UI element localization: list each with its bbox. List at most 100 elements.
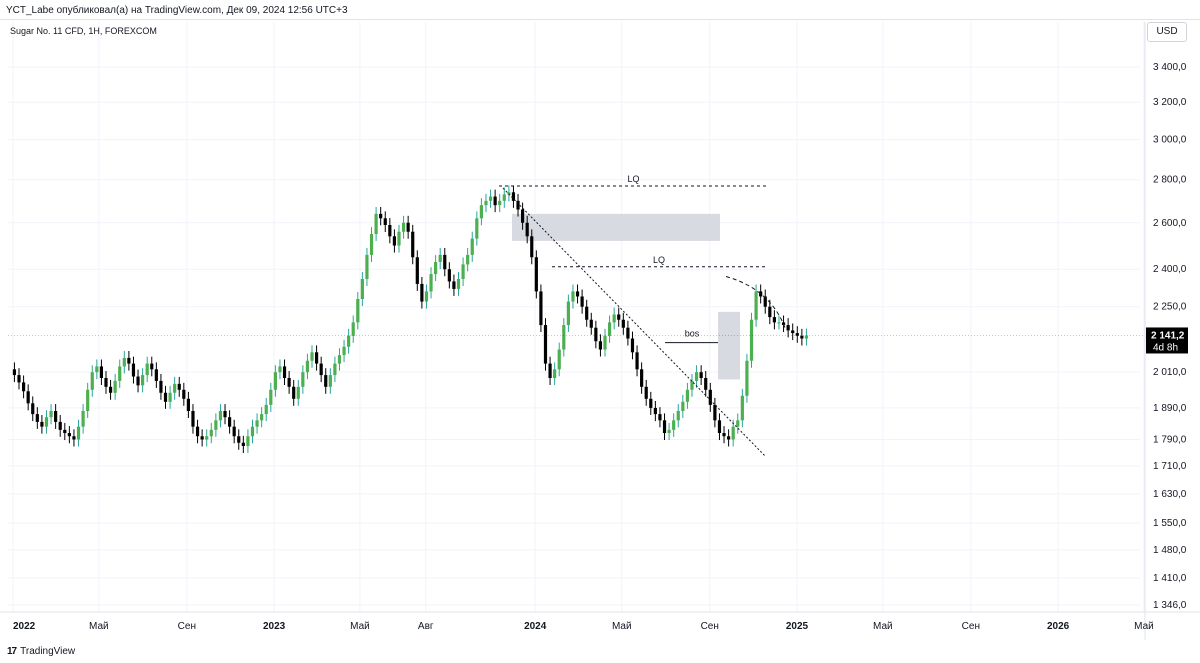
candle[interactable] xyxy=(676,404,680,428)
candle[interactable] xyxy=(511,185,516,208)
candle[interactable] xyxy=(356,292,360,330)
candle[interactable] xyxy=(502,187,506,208)
candle[interactable] xyxy=(800,328,804,346)
candle[interactable] xyxy=(617,307,621,327)
candle[interactable] xyxy=(727,429,731,447)
candle[interactable] xyxy=(607,315,612,343)
candle[interactable] xyxy=(438,247,442,270)
candle[interactable] xyxy=(768,299,772,325)
candle[interactable] xyxy=(397,224,401,253)
candle[interactable] xyxy=(177,376,181,397)
candle[interactable] xyxy=(209,422,213,444)
candle[interactable] xyxy=(351,315,355,343)
candle[interactable] xyxy=(415,250,419,291)
candle[interactable] xyxy=(67,426,71,444)
candle[interactable] xyxy=(150,356,154,377)
candle[interactable] xyxy=(374,206,378,242)
candle[interactable] xyxy=(241,435,245,454)
candle[interactable] xyxy=(328,368,332,394)
candle[interactable] xyxy=(530,229,534,265)
candle[interactable] xyxy=(17,368,21,390)
candle[interactable] xyxy=(749,312,754,368)
candle[interactable] xyxy=(626,320,630,346)
candle[interactable] xyxy=(232,419,236,444)
candle[interactable] xyxy=(575,284,580,304)
candle[interactable] xyxy=(658,407,662,428)
projection-arc[interactable] xyxy=(725,276,786,328)
candle[interactable] xyxy=(90,365,94,397)
candle[interactable] xyxy=(365,247,369,286)
candle[interactable] xyxy=(205,429,209,447)
candle[interactable] xyxy=(708,382,712,412)
candle[interactable] xyxy=(314,345,319,371)
candle[interactable] xyxy=(127,350,131,371)
candle[interactable] xyxy=(246,429,250,454)
candle[interactable] xyxy=(580,289,584,314)
candle[interactable] xyxy=(649,391,653,415)
candle[interactable] xyxy=(443,247,447,277)
candle[interactable] xyxy=(21,375,26,399)
candle[interactable] xyxy=(383,211,387,232)
candle[interactable] xyxy=(44,410,49,434)
candle[interactable] xyxy=(273,365,277,397)
candle[interactable] xyxy=(168,385,172,409)
candle[interactable] xyxy=(475,211,479,246)
candle[interactable] xyxy=(35,407,39,429)
candle[interactable] xyxy=(191,404,195,434)
candle[interactable] xyxy=(141,368,145,393)
candle[interactable] xyxy=(99,359,104,385)
candle[interactable] xyxy=(131,356,136,384)
candle[interactable] xyxy=(54,404,58,429)
candle[interactable] xyxy=(456,272,461,296)
candle[interactable] xyxy=(420,276,424,309)
candle[interactable] xyxy=(479,198,483,226)
candle[interactable] xyxy=(690,373,694,397)
candle[interactable] xyxy=(539,284,543,333)
candle[interactable] xyxy=(461,257,465,286)
candle[interactable] xyxy=(214,413,218,437)
candle[interactable] xyxy=(401,215,406,239)
candle[interactable] xyxy=(255,413,259,434)
candle[interactable] xyxy=(594,320,598,349)
candle[interactable] xyxy=(122,350,126,374)
candle[interactable] xyxy=(566,294,570,333)
candle[interactable] xyxy=(717,413,722,441)
candle[interactable] xyxy=(49,404,53,425)
candle[interactable] xyxy=(772,310,776,330)
candle[interactable] xyxy=(200,429,204,447)
supply-zone[interactable] xyxy=(512,213,720,241)
candle[interactable] xyxy=(603,328,607,357)
candle[interactable] xyxy=(360,272,364,307)
candle[interactable] xyxy=(76,419,81,447)
candle[interactable] xyxy=(562,318,566,357)
candle[interactable] xyxy=(305,353,310,380)
candle[interactable] xyxy=(589,312,593,335)
trendline[interactable] xyxy=(502,187,766,457)
candle[interactable] xyxy=(662,413,667,441)
candle[interactable] xyxy=(145,356,149,383)
candle[interactable] xyxy=(250,419,255,444)
candle[interactable] xyxy=(653,400,657,422)
candle[interactable] xyxy=(699,365,703,385)
candle[interactable] xyxy=(777,315,781,330)
candle[interactable] xyxy=(521,202,525,230)
candle[interactable] xyxy=(740,388,744,428)
candle[interactable] xyxy=(388,218,392,244)
candle[interactable] xyxy=(452,274,456,296)
price-chart[interactable]: LQ LQ bos 3 400,0 3 200,0 3 000,0 2 800,0 2 600… xyxy=(0,20,1200,640)
candle[interactable] xyxy=(525,215,529,244)
candle[interactable] xyxy=(223,404,227,425)
candle[interactable] xyxy=(672,413,676,437)
candle[interactable] xyxy=(731,419,735,447)
candle[interactable] xyxy=(282,359,287,385)
currency-button[interactable]: USD xyxy=(1147,22,1187,42)
candle[interactable] xyxy=(182,382,186,406)
candle[interactable] xyxy=(630,331,635,360)
candle[interactable] xyxy=(159,373,163,400)
candle[interactable] xyxy=(369,227,374,262)
candle[interactable] xyxy=(722,426,726,444)
candle[interactable] xyxy=(411,224,415,265)
candle[interactable] xyxy=(493,189,497,213)
candle[interactable] xyxy=(488,189,493,208)
candle[interactable] xyxy=(118,359,122,388)
